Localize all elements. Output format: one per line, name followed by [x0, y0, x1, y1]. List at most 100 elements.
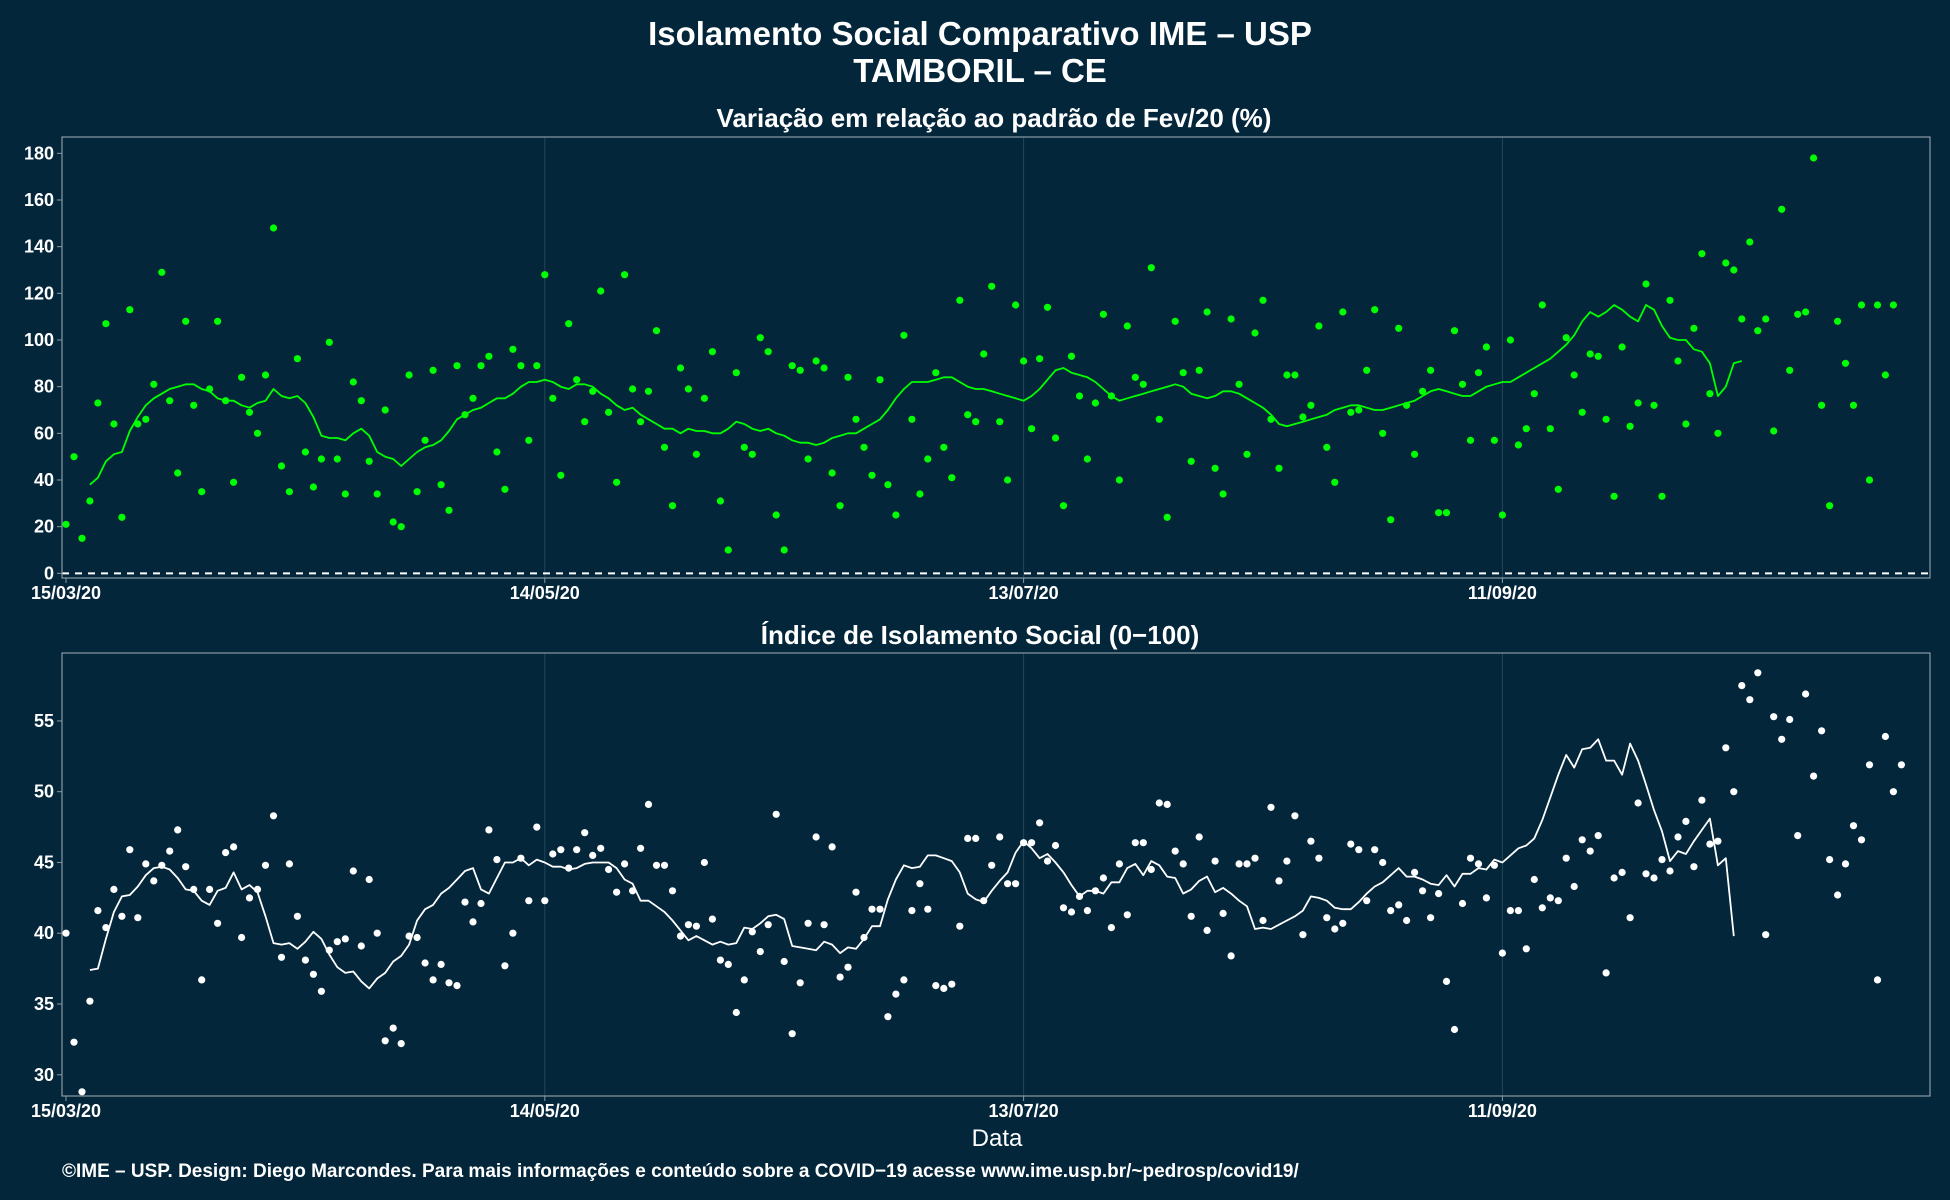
variation-daily-point: [1339, 308, 1347, 316]
index-daily-point: [110, 885, 118, 894]
variation-daily-point: [892, 511, 900, 519]
index-daily-point: [1682, 817, 1690, 826]
index-daily-point: [1522, 945, 1530, 953]
variation-daily-point: [70, 453, 78, 461]
variation-daily-point: [94, 399, 102, 407]
variation-daily-point: [166, 397, 174, 405]
index-daily-point: [501, 962, 509, 970]
variation-daily-point: [253, 429, 262, 437]
y-tick-label: 180: [24, 143, 54, 163]
index-daily-point: [644, 800, 653, 809]
variation-daily-point: [445, 506, 453, 514]
variation-daily-point: [1291, 371, 1299, 379]
index-daily-point: [1179, 860, 1187, 868]
variation-daily-point: [557, 471, 565, 479]
index-daily-point: [660, 861, 669, 869]
variation-daily-point: [1826, 502, 1834, 510]
variation-daily-point: [1818, 401, 1826, 409]
variation-daily-point: [525, 436, 533, 444]
index-daily-point: [477, 899, 485, 908]
variation-daily-point: [932, 369, 940, 377]
variation-daily-point: [533, 362, 541, 370]
index-daily-point: [397, 1040, 405, 1048]
variation-daily-point: [860, 443, 868, 451]
variation-daily-point: [732, 369, 740, 377]
variation-daily-point: [1187, 457, 1195, 465]
variation-daily-point: [1666, 296, 1674, 304]
variation-daily-point: [748, 450, 756, 458]
variation-daily-point: [796, 366, 804, 374]
variation-daily-point: [1315, 322, 1323, 330]
variation-daily-point: [621, 271, 629, 279]
index-daily-point: [764, 921, 772, 929]
variation-daily-point: [1498, 511, 1506, 519]
index-daily-point: [1738, 682, 1746, 690]
variation-daily-point: [293, 355, 301, 363]
index-daily-point: [1235, 860, 1243, 868]
variation-daily-point: [900, 331, 908, 339]
index-daily-point: [206, 885, 214, 894]
variation-daily-point: [1674, 357, 1682, 365]
index-daily-point: [1219, 909, 1227, 918]
index-daily-point: [956, 922, 964, 930]
variation-daily-point: [126, 306, 134, 314]
index-daily-point: [1482, 894, 1490, 902]
index-daily-point: [1618, 868, 1626, 877]
index-daily-point: [1195, 833, 1203, 841]
variation-daily-point: [1139, 380, 1147, 388]
variation-daily-point: [1427, 366, 1435, 374]
index-daily-point: [1690, 863, 1698, 871]
index-daily-point: [1419, 887, 1427, 895]
variation-daily-point: [349, 378, 357, 386]
variation-daily-point: [1810, 154, 1818, 162]
index-daily-point: [900, 976, 908, 984]
variation-daily-point: [1075, 392, 1084, 400]
index-daily-point: [1331, 925, 1339, 933]
index-daily-point: [1754, 669, 1762, 677]
panel-border: [61, 136, 1931, 579]
variation-daily-point: [980, 350, 988, 358]
index-daily-point: [549, 850, 557, 858]
variation-daily-point: [501, 485, 509, 493]
variation-daily-point: [1275, 464, 1283, 472]
index-daily-point: [134, 914, 142, 922]
variation-daily-point: [1331, 478, 1339, 486]
index-daily-point: [485, 826, 493, 834]
index-daily-point: [389, 1024, 397, 1032]
variation-daily-point: [876, 376, 884, 384]
variation-daily-point: [788, 362, 796, 370]
index-daily-point: [381, 1037, 389, 1045]
index-daily-point: [852, 888, 860, 896]
index-daily-point: [1379, 858, 1387, 867]
index-daily-point: [1802, 690, 1810, 698]
index-daily-point: [86, 997, 94, 1005]
index-daily-point: [453, 982, 461, 990]
variation-daily-point: [1259, 296, 1267, 304]
variation-daily-point: [605, 408, 613, 416]
variation-daily-point: [1115, 476, 1123, 484]
index-daily-point: [78, 1088, 86, 1096]
index-daily-point: [102, 924, 110, 932]
variation-daily-point: [1043, 303, 1052, 311]
index-daily-point: [1666, 867, 1674, 875]
index-daily-point: [182, 863, 190, 871]
variation-daily-point: [1554, 485, 1562, 493]
panel-border: [61, 652, 1931, 1097]
variation-daily-point: [1786, 366, 1794, 374]
index-moving-average-line: [89, 738, 1735, 990]
variation-daily-point: [828, 469, 836, 477]
index-daily-point: [1873, 976, 1882, 984]
index-daily-point: [581, 829, 589, 837]
index-daily-point: [1067, 908, 1076, 916]
index-daily-point: [1355, 846, 1363, 854]
index-daily-point: [413, 933, 421, 942]
bottom-panel-title: Índice de Isolamento Social (0−100): [761, 620, 1200, 650]
variation-daily-point: [174, 469, 182, 477]
variation-daily-point: [1889, 301, 1897, 309]
index-daily-point: [1299, 931, 1307, 939]
index-daily-point: [1371, 846, 1379, 854]
variation-daily-point: [1163, 513, 1171, 521]
variation-daily-point: [1570, 371, 1578, 379]
index-daily-point: [1594, 832, 1602, 840]
index-daily-point: [309, 970, 317, 978]
